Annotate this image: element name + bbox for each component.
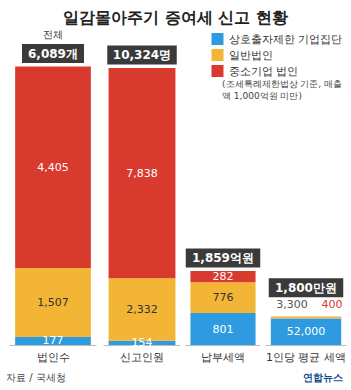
svg-text:중소기업 법인: 중소기업 법인 — [229, 65, 299, 78]
svg-text:일감몰아주기 증여세 신고 현황: 일감몰아주기 증여세 신고 현황 — [63, 8, 288, 27]
svg-text:400: 400 — [322, 298, 343, 311]
svg-text:776: 776 — [213, 291, 234, 304]
svg-text:상호출자제한 기업집단: 상호출자제한 기업집단 — [229, 33, 343, 46]
svg-text:전체: 전체 — [43, 29, 63, 40]
svg-text:액 1,000억원 미만): 액 1,000억원 미만) — [222, 91, 302, 101]
svg-text:신고인원: 신고인원 — [120, 351, 164, 364]
svg-text:법인수: 법인수 — [37, 351, 70, 364]
svg-text:납부세액: 납부세액 — [201, 351, 245, 364]
svg-text:6,089개: 6,089개 — [28, 47, 78, 61]
svg-text:연합뉴스: 연합뉴스 — [303, 372, 343, 383]
svg-text:1인당 평균 세액: 1인당 평균 세액 — [266, 351, 346, 364]
svg-text:7,838: 7,838 — [126, 167, 158, 180]
svg-text:10,324명: 10,324명 — [113, 48, 171, 62]
svg-text:177: 177 — [43, 334, 64, 347]
svg-text:1,859억원: 1,859억원 — [192, 251, 254, 265]
svg-text:2,332: 2,332 — [126, 303, 158, 316]
svg-text:일반법인: 일반법인 — [229, 49, 273, 62]
svg-text:4,405: 4,405 — [37, 161, 69, 174]
svg-text:(조세특례제한법상 기준, 매출: (조세특례제한법상 기준, 매출 — [222, 79, 342, 89]
svg-text:801: 801 — [213, 323, 234, 336]
svg-text:1,800만원: 1,800만원 — [275, 281, 337, 295]
svg-text:154: 154 — [132, 336, 153, 349]
svg-text:3,300: 3,300 — [276, 298, 308, 311]
svg-text:1,507: 1,507 — [37, 296, 69, 309]
svg-text:52,000: 52,000 — [287, 325, 326, 338]
svg-text:자료 / 국세청: 자료 / 국세청 — [6, 372, 66, 383]
svg-text:282: 282 — [213, 270, 234, 283]
